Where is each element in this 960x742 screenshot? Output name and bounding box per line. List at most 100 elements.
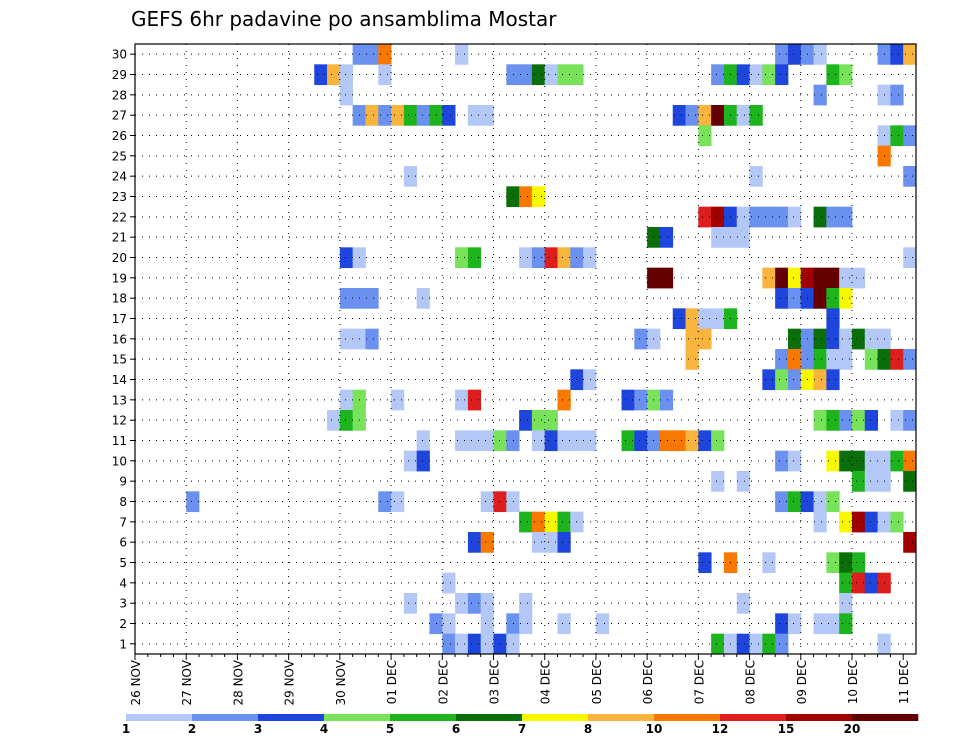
x-tick-label: 28 NOV bbox=[231, 659, 245, 705]
heatmap-cell-m29-t29 bbox=[506, 64, 520, 86]
heatmap-cell-m11-t22 bbox=[416, 430, 430, 452]
heatmap-cell-m2-t53 bbox=[813, 613, 827, 635]
heatmap-cell-m18-t51 bbox=[787, 288, 802, 309]
heatmap-cell-m16-t57 bbox=[864, 328, 878, 350]
heatmap-cell-m13-t20 bbox=[391, 389, 405, 411]
heatmap-cell-m2-t51 bbox=[787, 613, 802, 635]
colorbar-legend: 1 2 3 4 5 6 7 8 10 12 15 20 bbox=[122, 714, 919, 736]
heatmap-cell-m13-t26 bbox=[467, 389, 482, 411]
heatmap-cell-m10-t57 bbox=[864, 450, 878, 472]
x-tick-label: 02 DEC bbox=[436, 660, 450, 704]
heatmap-cell-m3-t30 bbox=[519, 593, 533, 614]
heatmap-cell-m5-t56 bbox=[851, 552, 866, 574]
heatmap-cell-m5-t54 bbox=[826, 552, 840, 574]
heatmap-cell-m12-t54 bbox=[826, 410, 840, 431]
heatmap-cell-m11-t35 bbox=[583, 430, 597, 452]
heatmap-cell-m30-t60 bbox=[903, 44, 917, 65]
colorbar-label: 4 bbox=[320, 722, 328, 736]
heatmap-cell-m30-t19 bbox=[378, 44, 392, 65]
heatmap-cell-m14-t53 bbox=[813, 369, 827, 391]
heatmap-cell-m14-t54 bbox=[826, 369, 840, 391]
heatmap-cell-m19-t53 bbox=[813, 267, 827, 289]
heatmap-cell-m16-t16 bbox=[339, 328, 354, 350]
plot-frame bbox=[134, 43, 917, 655]
y-tick-label: 4 bbox=[119, 576, 127, 590]
heatmap-cell-m4-t56 bbox=[851, 572, 866, 594]
heatmap-cell-m9-t45 bbox=[711, 471, 725, 492]
heatmap-cell-m20-t31 bbox=[531, 247, 546, 269]
heatmap-cell-m19-t50 bbox=[775, 267, 789, 289]
x-tick-label: 05 DEC bbox=[590, 660, 604, 704]
x-tick-label: 07 DEC bbox=[692, 660, 706, 704]
heatmap-cell-m7-t31 bbox=[531, 511, 546, 533]
heatmap-cell-m27-t26 bbox=[467, 105, 482, 126]
y-tick-label: 18 bbox=[112, 292, 127, 306]
heatmap-cell-m11-t28 bbox=[493, 430, 507, 452]
heatmap-cell-m6-t60 bbox=[903, 532, 917, 553]
heatmap-cell-m22-t44 bbox=[698, 206, 712, 228]
heatmap-cell-m17-t45 bbox=[711, 308, 725, 330]
heatmap-cell-m15-t43 bbox=[685, 349, 699, 370]
heatmap-cell-m8-t53 bbox=[813, 491, 827, 513]
heatmap-cell-m2-t33 bbox=[557, 613, 571, 635]
colorbar-label: 6 bbox=[452, 722, 460, 736]
heatmap-cell-m11-t42 bbox=[672, 430, 686, 452]
heatmap-cell-m2-t36 bbox=[595, 613, 610, 635]
colorbar-label: 7 bbox=[518, 722, 526, 736]
heatmap-cell-m17-t44 bbox=[698, 308, 712, 330]
heatmap-cell-m11-t38 bbox=[621, 430, 635, 452]
heatmap-cell-m12-t32 bbox=[544, 410, 558, 431]
y-tick-label: 27 bbox=[112, 109, 127, 123]
heatmap-cell-m27-t21 bbox=[403, 105, 418, 126]
heatmap-cell-m14-t49 bbox=[762, 369, 776, 391]
colorbar-label: 20 bbox=[844, 722, 861, 736]
heatmap-cell-m12-t30 bbox=[519, 410, 533, 431]
heatmap-cell-m7-t53 bbox=[813, 511, 827, 533]
heatmap-cell-m1-t50 bbox=[775, 633, 789, 655]
heatmap-cell-m8-t4 bbox=[186, 491, 200, 513]
heatmap-cell-m27-t19 bbox=[378, 105, 392, 126]
heatmap-cell-m12-t60 bbox=[903, 410, 917, 431]
heatmap-cell-m8-t54 bbox=[826, 491, 840, 513]
heatmap-cell-m7-t33 bbox=[557, 511, 571, 533]
heatmap-cell-m30-t51 bbox=[787, 44, 802, 65]
heatmap-cell-m6-t26 bbox=[467, 532, 482, 553]
heatmap-cell-m19-t56 bbox=[851, 267, 866, 289]
heatmap-cell-m20-t26 bbox=[467, 247, 482, 269]
colorbar-swatch bbox=[324, 714, 391, 721]
y-tick-label: 20 bbox=[112, 251, 127, 265]
heatmap-cell-m16-t56 bbox=[851, 328, 866, 350]
heatmap-cell-m20-t60 bbox=[903, 247, 917, 269]
heatmap-cell-m19-t51 bbox=[787, 267, 802, 289]
heatmap-cell-m11-t44 bbox=[698, 430, 712, 452]
heatmap-cell-m15-t57 bbox=[864, 349, 878, 370]
heatmap-cell-m27-t43 bbox=[685, 105, 699, 126]
x-tick-label: 01 DEC bbox=[385, 660, 399, 704]
heatmap-cell-m6-t31 bbox=[531, 532, 546, 553]
heatmap-cell-m22-t45 bbox=[711, 206, 725, 228]
heatmap-cell-m7-t30 bbox=[519, 511, 533, 533]
y-tick-label: 29 bbox=[112, 68, 127, 82]
heatmap-cell-m5-t55 bbox=[839, 552, 853, 574]
heatmap-cell-m9-t47 bbox=[736, 471, 750, 492]
heatmap-cell-m11-t25 bbox=[455, 430, 469, 452]
y-tick-label: 30 bbox=[112, 48, 127, 62]
colorbar-label: 5 bbox=[386, 722, 394, 736]
x-axis: 26 NOV 27 NOV 28 NOV 29 NOV 30 NOV 01 DEC 02 D… bbox=[129, 654, 911, 706]
heatmap-cell-m20-t25 bbox=[455, 247, 469, 269]
heatmap-cell-m5-t49 bbox=[762, 552, 776, 574]
heatmap-cell-m15-t54 bbox=[826, 349, 840, 370]
heatmap-cell-m30-t18 bbox=[365, 44, 379, 65]
heatmap-cell-m18-t16 bbox=[339, 288, 354, 309]
y-tick-label: 19 bbox=[112, 271, 127, 285]
heatmap-cell-m2-t27 bbox=[480, 613, 494, 635]
heatmap-cell-m26-t44 bbox=[698, 125, 712, 147]
heatmap-cell-m16-t55 bbox=[839, 328, 853, 350]
heatmap-cell-m16-t53 bbox=[813, 328, 827, 350]
heatmap-cell-m15-t51 bbox=[787, 349, 802, 370]
heatmap-cell-m18-t54 bbox=[826, 288, 840, 309]
heatmap-cell-m24-t48 bbox=[749, 166, 763, 187]
heatmap-cell-m29-t48 bbox=[749, 64, 763, 86]
heatmap-cell-m29-t19 bbox=[378, 64, 392, 86]
x-tick-label: 27 NOV bbox=[180, 659, 194, 705]
